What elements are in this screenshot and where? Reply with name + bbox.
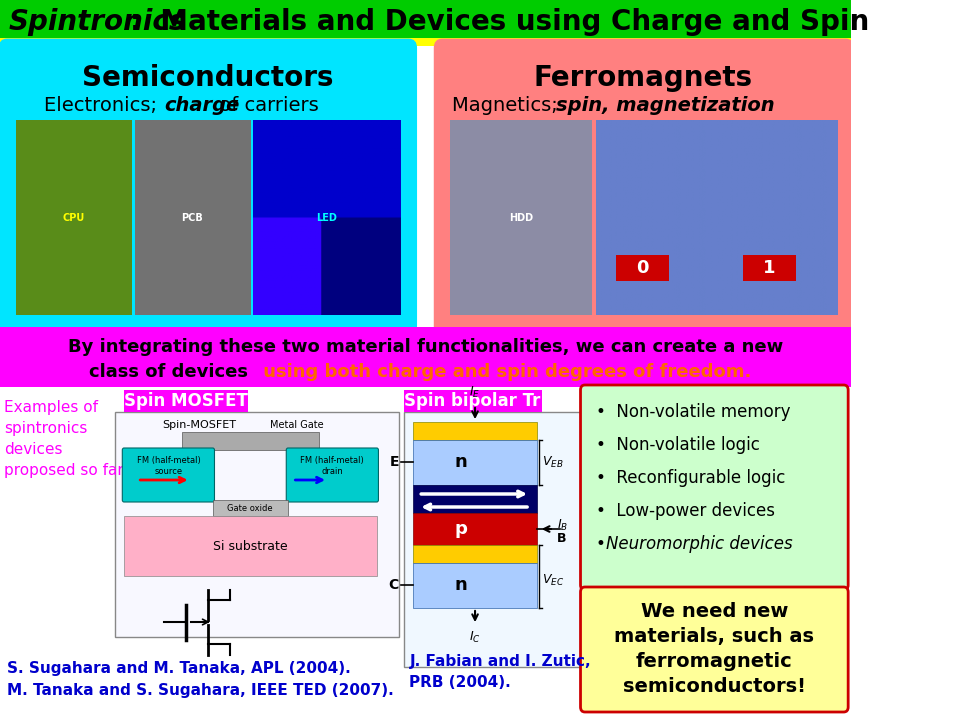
Bar — [413, 485, 537, 513]
Bar — [413, 513, 537, 545]
Bar — [0, 38, 851, 46]
Text: Si substrate: Si substrate — [212, 539, 287, 552]
FancyBboxPatch shape — [581, 587, 849, 712]
Text: :  Materials and Devices using Charge and Spin: : Materials and Devices using Charge and… — [131, 8, 870, 36]
Bar — [213, 500, 288, 516]
Text: Spin-MOSFET: Spin-MOSFET — [162, 420, 236, 430]
Bar — [0, 327, 851, 387]
Bar — [413, 563, 537, 608]
Text: class of devices: class of devices — [88, 363, 248, 381]
FancyBboxPatch shape — [435, 40, 852, 334]
Text: $V_{EB}$: $V_{EB}$ — [542, 454, 564, 469]
Text: Neuromorphic devices: Neuromorphic devices — [606, 535, 793, 553]
Text: spin, magnetization: spin, magnetization — [556, 96, 775, 114]
Bar — [404, 390, 541, 412]
Text: We need new
materials, such as
ferromagnetic
semiconductors!: We need new materials, such as ferromagn… — [614, 602, 814, 696]
Text: LED: LED — [317, 213, 338, 223]
Text: M. Tanaka and S. Sugahara, IEEE TED (2007).: M. Tanaka and S. Sugahara, IEEE TED (200… — [7, 683, 394, 698]
Text: Gate oxide: Gate oxide — [228, 503, 273, 513]
Text: using both charge and spin degrees of freedom.: using both charge and spin degrees of fr… — [257, 363, 752, 381]
Text: Metal Gate: Metal Gate — [271, 420, 324, 430]
Text: n: n — [454, 576, 468, 594]
Text: •  Non-volatile logic: • Non-volatile logic — [595, 436, 759, 454]
Text: $V_{EC}$: $V_{EC}$ — [542, 572, 564, 588]
Bar — [413, 422, 537, 440]
Text: •  Non-volatile memory: • Non-volatile memory — [595, 403, 790, 421]
Text: drain: drain — [322, 467, 344, 475]
Text: FM (half-metal): FM (half-metal) — [300, 456, 364, 464]
Text: 0: 0 — [636, 259, 649, 277]
Text: By integrating these two material functionalities, we can create a new: By integrating these two material functi… — [68, 338, 783, 356]
Text: source: source — [155, 467, 182, 475]
Text: PCB: PCB — [181, 213, 204, 223]
Text: C: C — [389, 578, 398, 592]
Bar — [413, 545, 537, 563]
Text: charge: charge — [164, 96, 239, 114]
FancyBboxPatch shape — [0, 40, 416, 334]
Text: S. Sugahara and M. Tanaka, APL (2004).: S. Sugahara and M. Tanaka, APL (2004). — [7, 660, 350, 675]
Bar — [181, 432, 319, 450]
Text: CPU: CPU — [62, 213, 84, 223]
Text: •: • — [595, 535, 611, 553]
Bar — [124, 516, 376, 576]
Text: of carriers: of carriers — [213, 96, 319, 114]
Text: HDD: HDD — [509, 213, 533, 223]
Bar — [115, 412, 398, 637]
Bar — [124, 390, 248, 412]
Bar — [743, 255, 796, 281]
FancyBboxPatch shape — [581, 385, 849, 590]
Text: FM (half-metal): FM (half-metal) — [136, 456, 201, 464]
Text: 1: 1 — [763, 259, 776, 277]
Bar — [413, 440, 537, 485]
Text: $I_C$: $I_C$ — [469, 630, 481, 645]
Text: Ferromagnets: Ferromagnets — [534, 64, 753, 92]
Bar — [616, 255, 669, 281]
Text: Spin MOSFET: Spin MOSFET — [124, 392, 248, 410]
Text: Spintronics: Spintronics — [9, 8, 186, 36]
FancyBboxPatch shape — [286, 448, 378, 502]
Text: •  Reconfigurable logic: • Reconfigurable logic — [595, 469, 785, 487]
Text: $I_E$: $I_E$ — [469, 385, 481, 400]
Text: Spin bipolar Tr: Spin bipolar Tr — [404, 392, 540, 410]
Text: Semiconductors: Semiconductors — [82, 64, 333, 92]
Text: B: B — [557, 531, 566, 544]
Text: $I_B$: $I_B$ — [557, 518, 567, 533]
Text: J. Fabian and I. Zutic,
PRB (2004).: J. Fabian and I. Zutic, PRB (2004). — [410, 654, 591, 690]
Text: Examples of
spintronics
devices
proposed so far: Examples of spintronics devices proposed… — [5, 400, 124, 478]
Text: •  Low-power devices: • Low-power devices — [595, 502, 775, 520]
Text: E: E — [390, 455, 398, 469]
Text: Electronics;: Electronics; — [44, 96, 163, 114]
Bar — [404, 412, 582, 667]
FancyBboxPatch shape — [122, 448, 214, 502]
Text: Magnetics;: Magnetics; — [452, 96, 564, 114]
Bar — [0, 0, 851, 44]
Text: n: n — [454, 453, 468, 471]
Text: p: p — [454, 520, 468, 538]
